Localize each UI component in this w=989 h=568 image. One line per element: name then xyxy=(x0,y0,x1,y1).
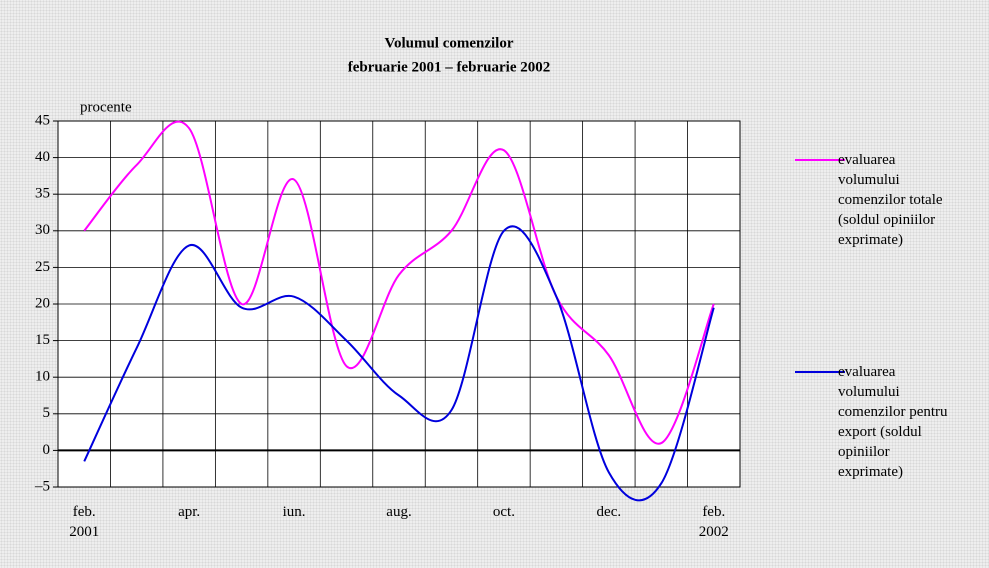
chart-subtitle: februarie 2001 – februarie 2002 xyxy=(348,59,550,75)
y-tick-label: 40 xyxy=(35,149,50,165)
series-line xyxy=(83,120,715,445)
x-tick-label: oct. xyxy=(492,504,515,520)
legend-label: evaluarea volumului comenzilor totale (s… xyxy=(838,152,943,248)
y-tick-label: 0 xyxy=(43,442,51,458)
y-tick-label: 30 xyxy=(35,222,50,238)
y-tick-label: 45 xyxy=(35,112,50,128)
series-line xyxy=(83,225,715,502)
y-tick-label: 20 xyxy=(35,295,50,311)
y-axis-label: procente xyxy=(80,99,132,115)
x-tick-label: apr. xyxy=(178,504,201,520)
y-tick-label: 35 xyxy=(35,186,50,202)
x-tick-label: feb. 2001 xyxy=(69,504,100,540)
y-tick-label: –5 xyxy=(34,478,50,494)
chart-title: Volumul comenzilor xyxy=(384,35,513,51)
y-tick-label: 5 xyxy=(43,405,51,421)
y-tick-label: 10 xyxy=(35,369,50,385)
x-tick-label: dec. xyxy=(596,504,622,520)
y-tick-label: 25 xyxy=(35,259,50,275)
x-tick-label: feb. 2002 xyxy=(698,504,729,540)
x-tick-label: iun. xyxy=(282,504,306,520)
x-tick-label: aug. xyxy=(386,504,412,520)
legend-label: evaluarea volumului comenzilor pentru ex… xyxy=(838,364,948,480)
y-tick-label: 15 xyxy=(35,332,50,348)
